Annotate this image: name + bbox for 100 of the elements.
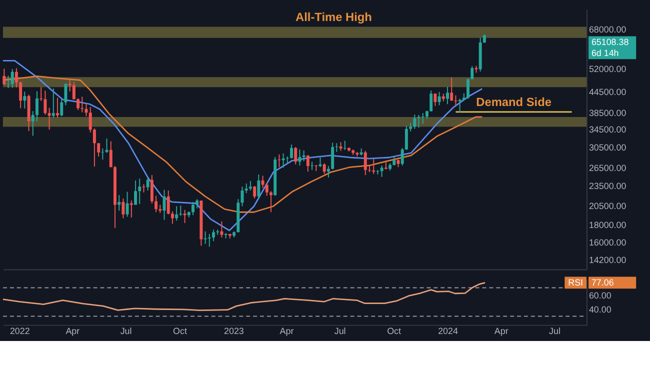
y-tick-label: 14200.00: [588, 255, 626, 266]
candlestick: [454, 94, 458, 106]
text: 77.06: [591, 278, 614, 288]
candlestick: [290, 144, 293, 160]
y-tick-label: 68000.00: [588, 24, 626, 34]
candlestick: [23, 91, 26, 110]
x-tick-label: 2022: [10, 326, 30, 336]
annotation: All-Time High: [296, 10, 372, 24]
candlestick: [343, 140, 346, 150]
candlestick: [118, 194, 121, 212]
candlestick: [269, 190, 272, 213]
candlestick: [179, 205, 182, 216]
candlestick: [142, 184, 146, 193]
y-tick-label: 44500.00: [588, 86, 626, 97]
candlestick: [60, 98, 64, 117]
text: 6d 14h: [591, 48, 619, 58]
candlestick: [10, 68, 14, 88]
x-tick-label: Jul: [120, 326, 132, 336]
candlestick: [134, 180, 137, 206]
candlestick: [322, 162, 326, 174]
candlestick: [450, 76, 454, 102]
candlestick: [282, 152, 285, 168]
candlestick: [434, 92, 437, 106]
candlestick: [44, 90, 47, 116]
x-tick-label: Oct: [173, 326, 188, 336]
x-tick-label: Apr: [280, 326, 294, 336]
candlestick: [72, 82, 76, 100]
y-tick-label: 34500.00: [588, 124, 626, 134]
candlestick: [146, 176, 150, 191]
candlestick: [191, 201, 194, 216]
candlestick: [138, 178, 142, 205]
y-tick-label: 20500.00: [588, 200, 626, 211]
candlestick: [265, 182, 268, 196]
candlestick: [400, 147, 404, 166]
candlestick: [154, 195, 158, 213]
candlestick: [404, 125, 408, 150]
candlestick: [122, 198, 125, 219]
candlestick: [466, 78, 470, 100]
candlestick: [56, 97, 60, 118]
candlestick: [278, 154, 281, 168]
candlestick: [306, 154, 310, 172]
y-tick-label: 23500.00: [588, 180, 626, 191]
candlestick: [208, 233, 211, 248]
y-tick-label: 52000.00: [588, 64, 626, 74]
candlestick: [204, 230, 207, 244]
candlestick: [92, 128, 96, 168]
candlestick: [248, 180, 252, 191]
candlestick: [294, 146, 298, 165]
candlestick: [170, 210, 174, 224]
candlestick: [257, 174, 260, 200]
x-tick-label: 2023: [224, 326, 244, 336]
x-tick-label: Oct: [387, 326, 402, 336]
candlestick: [220, 220, 224, 238]
candlestick: [80, 96, 84, 113]
candlestick: [421, 112, 424, 124]
candlestick: [52, 88, 55, 118]
candlestick: [286, 156, 289, 164]
candlestick: [335, 142, 338, 152]
candlestick: [64, 82, 68, 106]
y-tick-label: 38500.00: [588, 108, 626, 118]
candlestick: [101, 148, 104, 160]
x-tick-label: Jul: [334, 326, 346, 336]
candlestick: [48, 107, 51, 130]
candlestick: [166, 190, 170, 215]
candlestick: [109, 140, 112, 168]
candlestick: [183, 209, 186, 224]
candlestick: [36, 90, 38, 122]
candlestick: [261, 175, 264, 188]
annotation: Demand Side: [476, 94, 552, 109]
text: RSI: [568, 278, 584, 288]
candlestick: [97, 142, 100, 157]
candlestick: [126, 191, 129, 218]
candlestick: [413, 114, 416, 130]
line-series: [2, 282, 486, 312]
y-tick-label: 16000.00: [588, 237, 626, 248]
candlestick: [430, 90, 433, 112]
candlestick: [253, 186, 256, 199]
x-tick-label: 2024: [438, 326, 458, 336]
candlestick: [212, 229, 215, 242]
candlestick: [458, 98, 462, 114]
candlestick: [446, 86, 449, 105]
x-tick-label: Apr: [494, 326, 508, 336]
candlestick: [302, 150, 306, 162]
candlestick: [105, 138, 108, 154]
candlestick: [88, 106, 92, 133]
candlestick: [19, 81, 22, 109]
x-tick-label: Apr: [66, 326, 80, 336]
candlestick: [76, 98, 80, 111]
candlestick: [392, 156, 396, 166]
y-tick-label: 18000.00: [588, 220, 626, 230]
candlestick: [2, 68, 6, 86]
candlestick: [196, 198, 199, 209]
candlestick: [244, 183, 248, 194]
text: 65108.38: [591, 37, 629, 48]
candlestick: [331, 142, 334, 170]
candlestick: [31, 110, 34, 136]
candlestick: [130, 200, 133, 218]
candlestick: [470, 66, 474, 80]
candlestick: [175, 206, 178, 222]
y-tick-label: 60.00: [588, 290, 612, 300]
